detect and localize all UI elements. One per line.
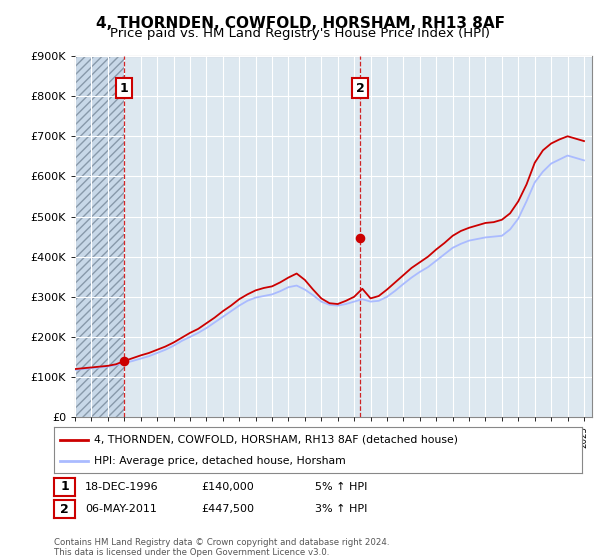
Point [355,233,365,242]
Text: 1: 1 [60,480,69,493]
Text: 06-MAY-2011: 06-MAY-2011 [85,504,157,514]
Point [119,357,128,366]
Text: Contains HM Land Registry data © Crown copyright and database right 2024.
This d: Contains HM Land Registry data © Crown c… [54,538,389,557]
Text: 2: 2 [356,82,365,95]
Text: 18-DEC-1996: 18-DEC-1996 [85,482,159,492]
Text: 1: 1 [119,82,128,95]
Text: HPI: Average price, detached house, Horsham: HPI: Average price, detached house, Hors… [94,456,346,466]
Text: £140,000: £140,000 [201,482,254,492]
Bar [75,56,124,417]
Text: 4, THORNDEN, COWFOLD, HORSHAM, RH13 8AF: 4, THORNDEN, COWFOLD, HORSHAM, RH13 8AF [95,16,505,31]
Text: 4, THORNDEN, COWFOLD, HORSHAM, RH13 8AF (detached house): 4, THORNDEN, COWFOLD, HORSHAM, RH13 8AF … [94,435,458,445]
Text: Price paid vs. HM Land Registry's House Price Index (HPI): Price paid vs. HM Land Registry's House … [110,27,490,40]
Text: 3% ↑ HPI: 3% ↑ HPI [315,504,367,514]
Text: £447,500: £447,500 [201,504,254,514]
Text: 5% ↑ HPI: 5% ↑ HPI [315,482,367,492]
Text: 2: 2 [60,502,69,516]
